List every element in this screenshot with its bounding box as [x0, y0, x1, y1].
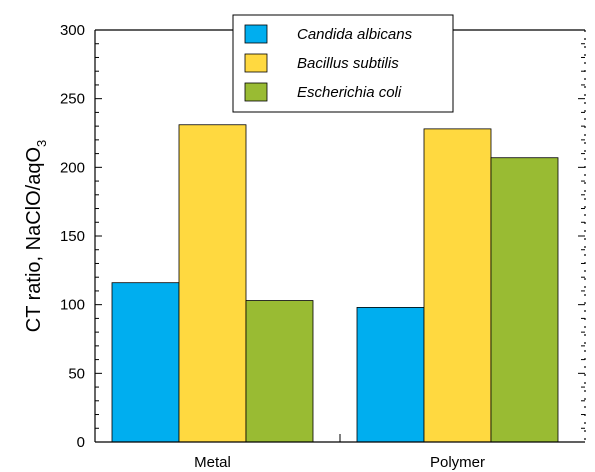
y-tick-label: 50: [68, 365, 85, 382]
y-tick-label: 200: [60, 159, 85, 176]
y-tick-label: 150: [60, 228, 85, 245]
legend-swatch: [244, 24, 268, 44]
y-tick-label: 250: [60, 91, 85, 108]
bar-metal-0: [111, 282, 180, 443]
y-tick-label: 300: [60, 22, 85, 39]
bar-metal-1: [178, 124, 247, 443]
bars-group: [111, 124, 559, 443]
y-axis-label-main: CT ratio, NaClO/aqO: [23, 147, 45, 332]
legend-swatch: [244, 82, 268, 102]
y-axis-label: CT ratio, NaClO/aqO3: [23, 140, 49, 332]
bar-polymer-0: [356, 307, 425, 443]
bar-polymer-2: [490, 157, 559, 443]
x-categories-group: Metal Polymer: [194, 434, 485, 471]
y-tick-label: 100: [60, 297, 85, 314]
legend-swatch: [244, 53, 268, 73]
bar-metal-2: [245, 300, 314, 443]
y-ticks-group: 0 50 100 150 200 250 300: [60, 22, 585, 451]
y-axis-label-subscript: 3: [34, 140, 49, 147]
legend-label: Bacillus subtilis: [297, 55, 399, 72]
x-category-label: Metal: [194, 454, 231, 471]
legend: Candida albicans Bacillus subtilis Escheri…: [232, 14, 454, 113]
x-category-label: Polymer: [430, 454, 485, 471]
bar-polymer-1: [423, 128, 492, 443]
y-tick-label: 0: [77, 434, 85, 451]
legend-box: [232, 14, 454, 113]
legend-label: Candida albicans: [297, 26, 413, 43]
legend-label: Escherichia coli: [297, 84, 402, 101]
